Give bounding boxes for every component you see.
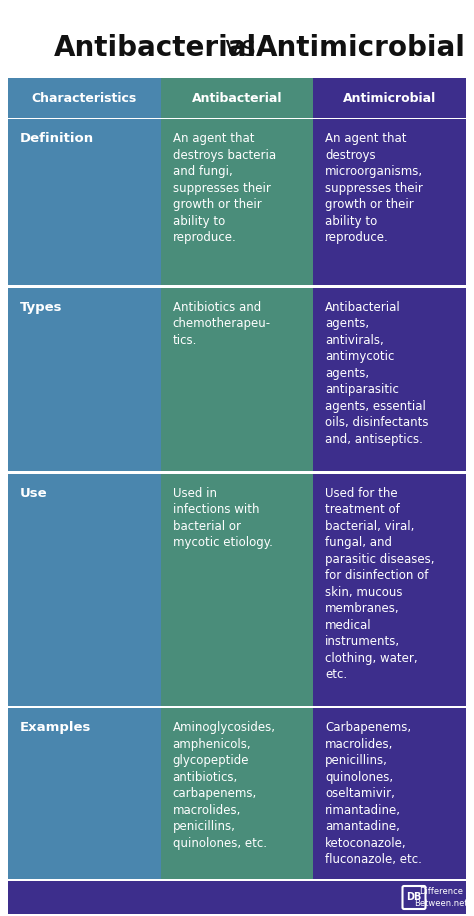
Bar bbox=[8, 881, 466, 914]
Bar bbox=[8, 288, 161, 471]
Text: Antimicrobial: Antimicrobial bbox=[343, 92, 436, 104]
Text: vs: vs bbox=[216, 34, 264, 62]
Bar bbox=[8, 708, 161, 878]
Bar bbox=[313, 474, 466, 706]
Bar bbox=[8, 119, 161, 285]
Text: Difference: Difference bbox=[419, 888, 463, 897]
Text: DB: DB bbox=[406, 892, 422, 902]
Text: Types: Types bbox=[20, 300, 63, 313]
Bar bbox=[161, 119, 313, 285]
Text: Aminoglycosides,
amphenicols,
glycopeptide
antibiotics,
carbapenems,
macrolides,: Aminoglycosides, amphenicols, glycopepti… bbox=[173, 722, 275, 850]
Bar bbox=[8, 78, 161, 118]
Bar bbox=[313, 708, 466, 878]
Bar bbox=[313, 288, 466, 471]
Bar bbox=[161, 474, 313, 706]
Bar bbox=[313, 78, 466, 118]
Bar bbox=[313, 119, 466, 285]
Text: Definition: Definition bbox=[20, 132, 94, 146]
Text: Between.net: Between.net bbox=[414, 899, 468, 908]
Bar bbox=[161, 78, 313, 118]
Text: Antibacterial: Antibacterial bbox=[191, 92, 282, 104]
Bar bbox=[161, 708, 313, 878]
Text: An agent that
destroys bacteria
and fungi,
suppresses their
growth or their
abil: An agent that destroys bacteria and fung… bbox=[173, 132, 276, 245]
Text: Antibacterial: Antibacterial bbox=[54, 34, 256, 62]
Text: Antibacterial
agents,
antivirals,
antimycotic
agents,
antiparasitic
agents, esse: Antibacterial agents, antivirals, antimy… bbox=[325, 300, 428, 445]
Text: An agent that
destroys
microorganisms,
suppresses their
growth or their
ability : An agent that destroys microorganisms, s… bbox=[325, 132, 423, 245]
Bar bbox=[161, 288, 313, 471]
Bar bbox=[8, 474, 161, 706]
Text: Carbapenems,
macrolides,
penicillins,
quinolones,
oseltamivir,
rimantadine,
aman: Carbapenems, macrolides, penicillins, qu… bbox=[325, 722, 422, 867]
Text: Characteristics: Characteristics bbox=[32, 92, 137, 104]
Text: Use: Use bbox=[20, 486, 47, 499]
Text: Antibiotics and
chemotherapeu-
tics.: Antibiotics and chemotherapeu- tics. bbox=[173, 300, 271, 346]
Text: Examples: Examples bbox=[20, 722, 91, 735]
Text: Used for the
treatment of
bacterial, viral,
fungal, and
parasitic diseases,
for : Used for the treatment of bacterial, vir… bbox=[325, 486, 435, 682]
Text: Antimicrobial: Antimicrobial bbox=[255, 34, 465, 62]
Text: Used in
infections with
bacterial or
mycotic etiology.: Used in infections with bacterial or myc… bbox=[173, 486, 273, 550]
